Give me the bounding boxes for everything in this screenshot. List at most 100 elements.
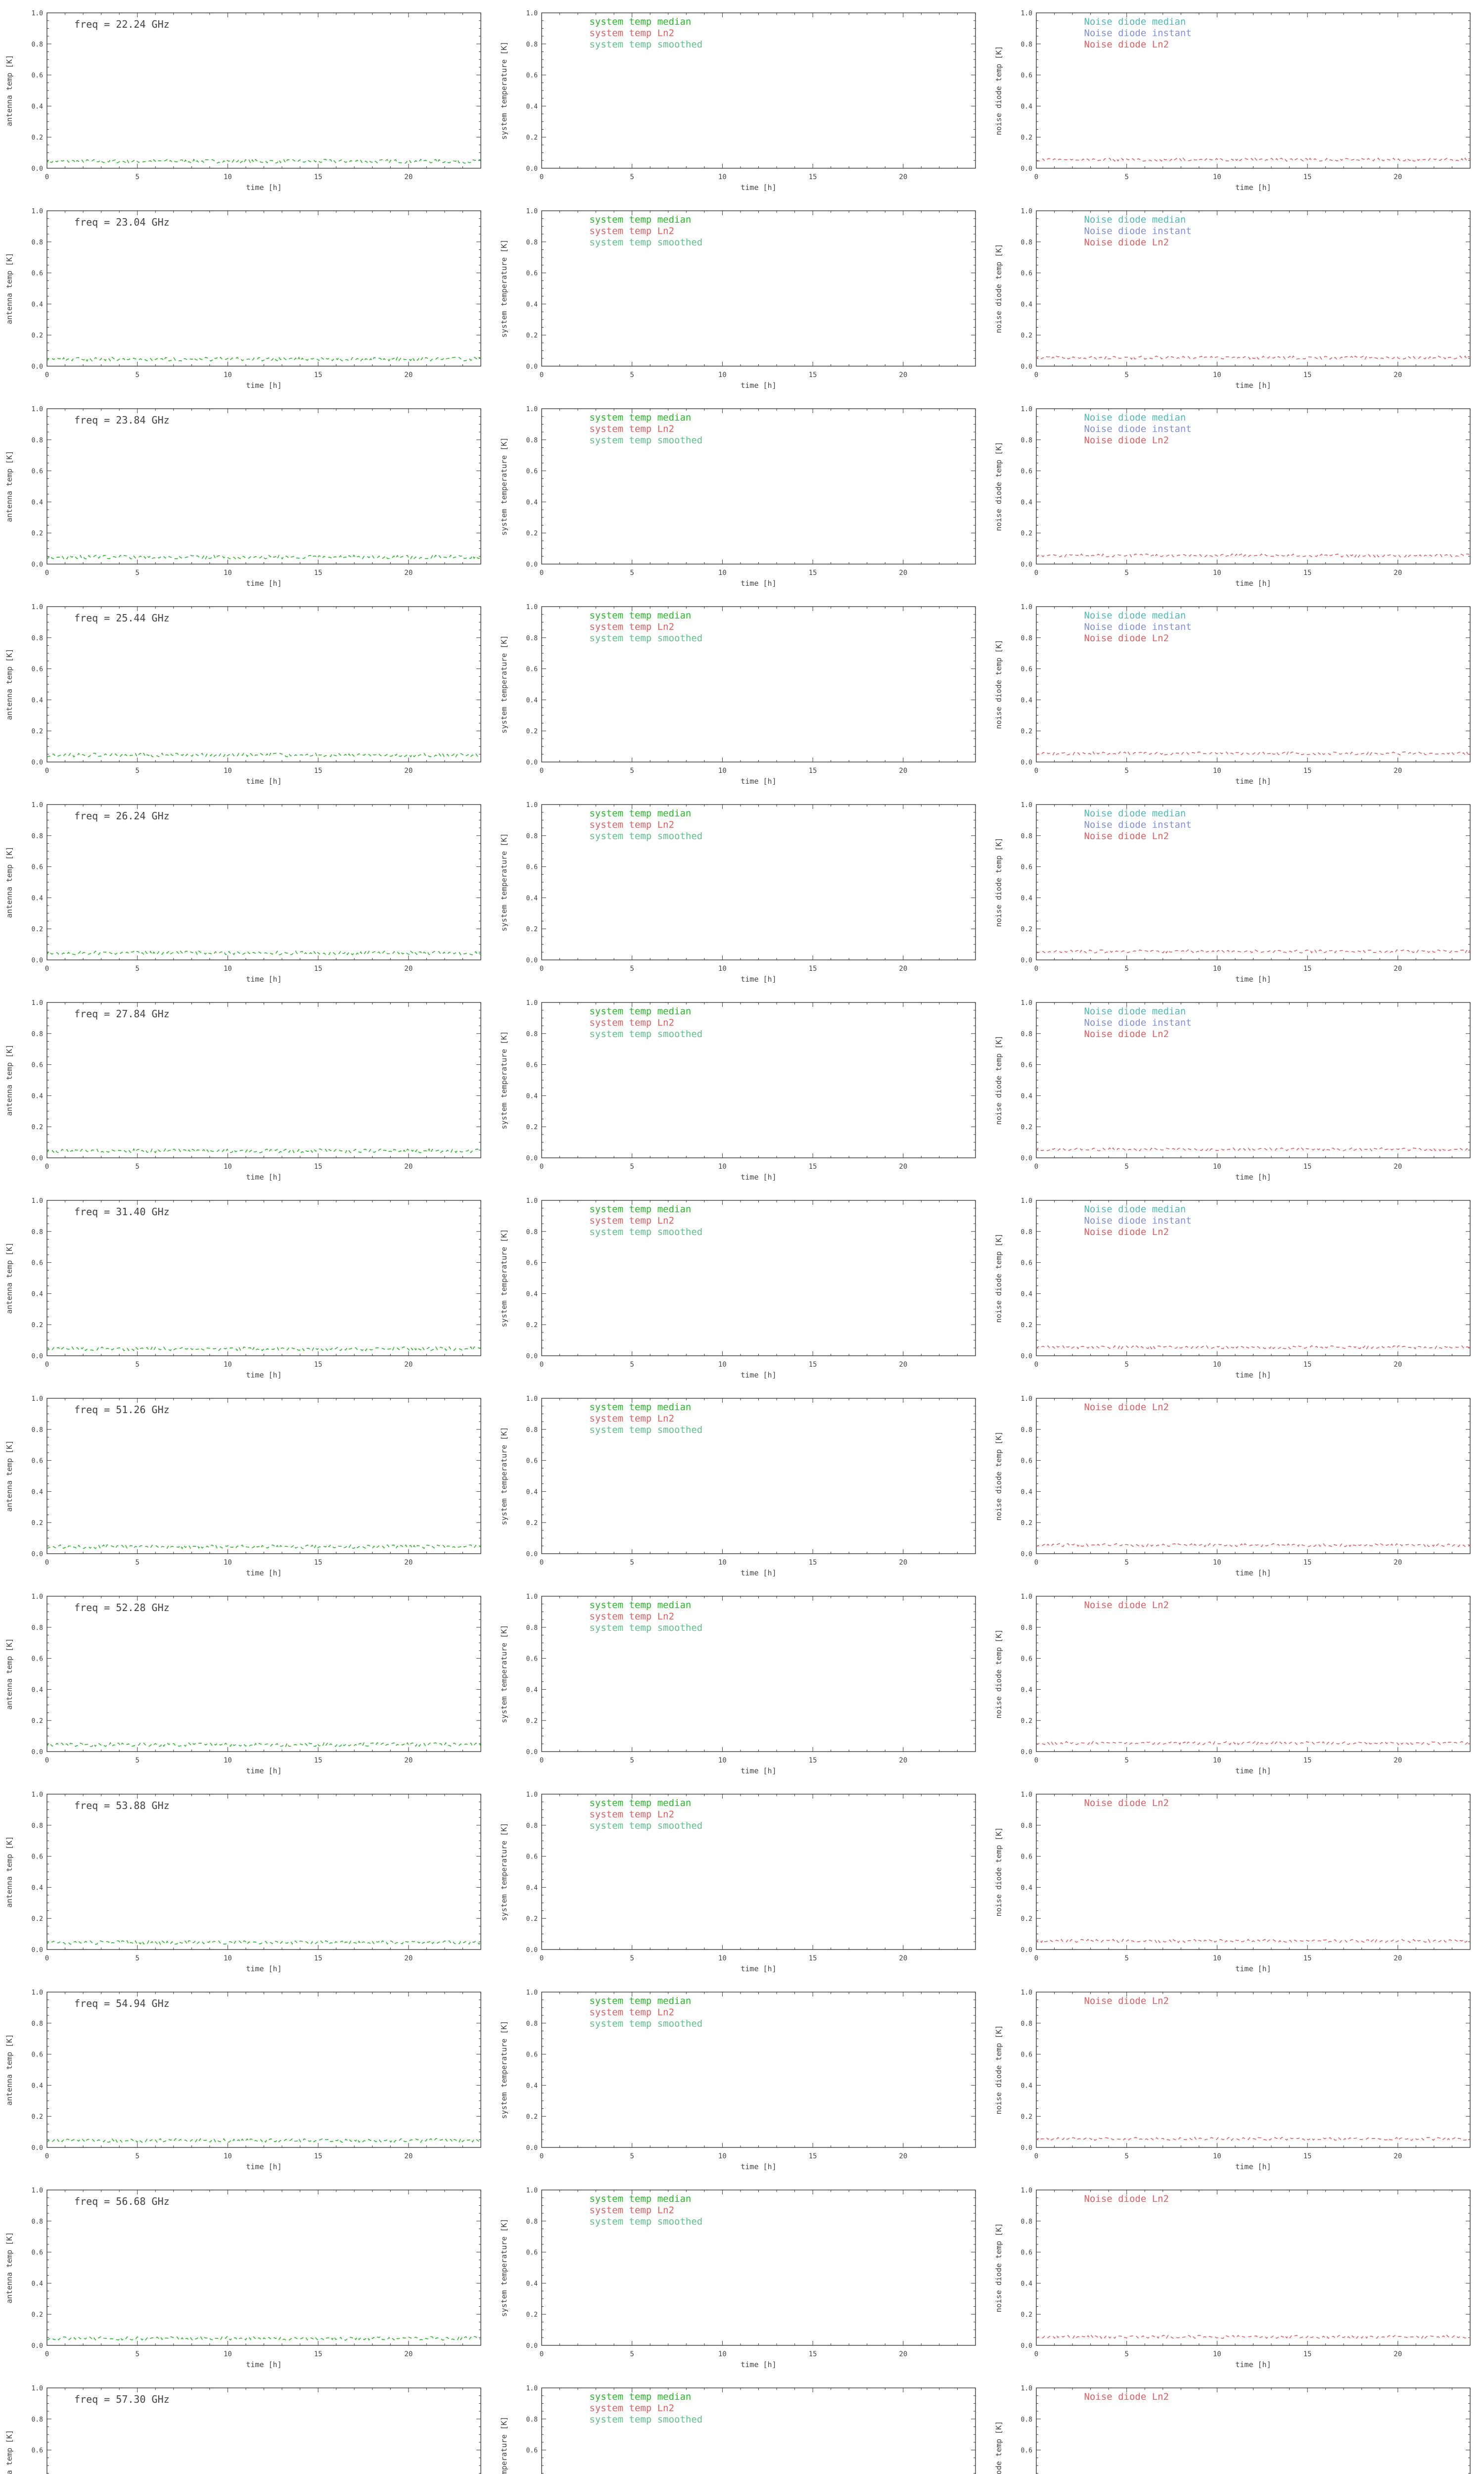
x-axis-label: time [h]	[741, 975, 776, 984]
plot-panel-row10-col1: 0 5 10 15 20 0.0 0.2 0.4 0.6 0.8 1.0 time [h] antenn…	[0, 1781, 495, 1979]
freq-annotation: freq = 22.24 GHz	[74, 18, 170, 30]
y-axis-label: antenna temp [K]	[5, 2232, 14, 2304]
y-tick-label: 0.2	[526, 1717, 538, 1725]
x-tick-label: 20	[1393, 965, 1402, 973]
y-tick-label: 0.2	[1021, 1520, 1032, 1527]
y-tick-label: 1.0	[32, 1395, 43, 1403]
y-tick-label: 0.0	[526, 1551, 538, 1558]
x-tick-label: 10	[224, 1954, 232, 1962]
x-tick-label: 0	[1034, 173, 1038, 181]
x-tick-label: 10	[1213, 1757, 1221, 1764]
y-axis-label: system temperature [K]	[500, 1031, 509, 1130]
y-tick-label: 1.0	[526, 2187, 538, 2194]
plot-svg: 0 5 10 15 20 0.0 0.2 0.4 0.6 0.8 1.0 time [h] system…	[500, 1593, 976, 1775]
axes: 0 5 10 15 20 0.0 0.2 0.4 0.6 0.8 1.0 time [h] antenn…	[5, 208, 481, 390]
x-tick-label: 20	[899, 2152, 907, 2160]
y-tick-label: 0.4	[1021, 301, 1033, 308]
y-tick-label: 0.8	[32, 635, 43, 642]
y-tick-label: 0.2	[32, 1717, 43, 1725]
legend-entry: Noise diode instant	[1084, 226, 1191, 237]
x-axis-label: time [h]	[741, 381, 776, 390]
y-tick-label: 0.0	[1021, 165, 1032, 173]
x-tick-label: 5	[135, 569, 139, 577]
data-line	[46, 1742, 481, 1747]
x-tick-label: 15	[1303, 569, 1312, 577]
y-tick-label: 0.4	[526, 2082, 538, 2090]
legend-entry: Noise diode instant	[1084, 1017, 1191, 1028]
axes: 0 5 10 15 20 0.0 0.2 0.4 0.6 0.8 1.0 time [h] antenn…	[5, 1395, 481, 1577]
x-tick-label: 15	[809, 371, 817, 379]
y-tick-label: 0.2	[32, 1124, 43, 1131]
plot-panel-row2-col1: 0 5 10 15 20 0.0 0.2 0.4 0.6 0.8 1.0 time [h] antenn…	[0, 198, 495, 396]
x-tick-label: 20	[899, 1559, 907, 1567]
x-tick-label: 0	[1034, 767, 1038, 775]
y-tick-label: 0.2	[526, 926, 538, 933]
x-tick-label: 5	[1124, 1954, 1128, 1962]
y-tick-label: 0.2	[32, 1520, 43, 1527]
x-tick-label: 0	[540, 1757, 544, 1764]
y-tick-label: 0.2	[1021, 2311, 1032, 2319]
y-tick-label: 0.4	[526, 1686, 538, 1694]
data-line	[1036, 2137, 1471, 2141]
plot-panel-row8-col1: 0 5 10 15 20 0.0 0.2 0.4 0.6 0.8 1.0 time [h] antenn…	[0, 1385, 495, 1583]
x-tick-label: 15	[809, 2350, 817, 2358]
x-tick-label: 5	[135, 173, 139, 181]
y-tick-label: 0.2	[1021, 530, 1032, 537]
legend-entry: system temp smoothed	[589, 2414, 702, 2425]
y-tick-label: 0.6	[32, 2447, 43, 2455]
plot-frame	[46, 1200, 481, 1356]
legend-entry: Noise diode Ln2	[1084, 831, 1169, 842]
x-tick-label: 15	[1303, 1954, 1312, 1962]
x-tick-label: 10	[718, 965, 727, 973]
y-tick-label: 0.4	[32, 1686, 44, 1694]
y-tick-label: 1.0	[1021, 1989, 1032, 1997]
y-tick-label: 0.8	[526, 2218, 538, 2226]
x-axis-label: time [h]	[246, 975, 281, 984]
y-tick-label: 0.2	[1021, 332, 1032, 339]
y-tick-label: 0.2	[526, 134, 538, 142]
legend-entry: Noise diode Ln2	[1084, 435, 1169, 446]
x-tick-label: 5	[630, 1757, 634, 1764]
y-tick-label: 0.8	[32, 2218, 43, 2226]
legend-entry: Noise diode instant	[1084, 28, 1191, 39]
x-tick-label: 15	[314, 1757, 323, 1764]
x-tick-label: 5	[1124, 1559, 1128, 1567]
x-axis-label: time [h]	[1235, 1964, 1271, 1973]
plot-panel-row6-col3: 0 5 10 15 20 0.0 0.2 0.4 0.6 0.8 1.0 time [h] noise …	[989, 990, 1484, 1188]
y-tick-label: 1.0	[32, 1197, 43, 1205]
data-line	[1036, 355, 1471, 360]
x-tick-label: 0	[1034, 1361, 1038, 1369]
y-tick-label: 0.8	[1021, 2218, 1032, 2226]
x-tick-label: 0	[540, 1163, 544, 1171]
y-tick-label: 0.2	[32, 332, 43, 339]
plot-frame	[46, 408, 481, 565]
x-tick-label: 20	[404, 965, 413, 973]
x-tick-label: 0	[45, 1559, 49, 1567]
x-tick-label: 10	[224, 2152, 232, 2160]
freq-annotation: freq = 23.04 GHz	[74, 216, 170, 228]
data-line	[46, 1346, 481, 1352]
x-tick-label: 20	[899, 371, 907, 379]
x-tick-label: 10	[1213, 173, 1221, 181]
x-axis-label: time [h]	[1235, 1766, 1271, 1775]
y-tick-label: 0.6	[1021, 1062, 1032, 1069]
plot-frame	[1036, 1794, 1471, 1950]
x-axis-label: time [h]	[1235, 975, 1271, 984]
legend-entry: system temp smoothed	[589, 1425, 702, 1435]
legend-entry: Noise diode Ln2	[1084, 1227, 1169, 1237]
y-tick-label: 1.0	[1021, 406, 1032, 413]
y-axis-label: noise diode temp [K]	[994, 1036, 1003, 1125]
x-tick-label: 10	[718, 767, 727, 775]
x-tick-label: 20	[899, 569, 907, 577]
y-tick-label: 0.0	[526, 2144, 538, 2152]
y-tick-label: 0.8	[526, 41, 538, 48]
y-tick-label: 0.4	[32, 1290, 44, 1298]
y-tick-label: 0.0	[1021, 561, 1032, 569]
x-axis-label: time [h]	[1235, 183, 1271, 192]
x-tick-label: 15	[809, 173, 817, 181]
y-axis-label: system temperature [K]	[500, 2021, 509, 2119]
